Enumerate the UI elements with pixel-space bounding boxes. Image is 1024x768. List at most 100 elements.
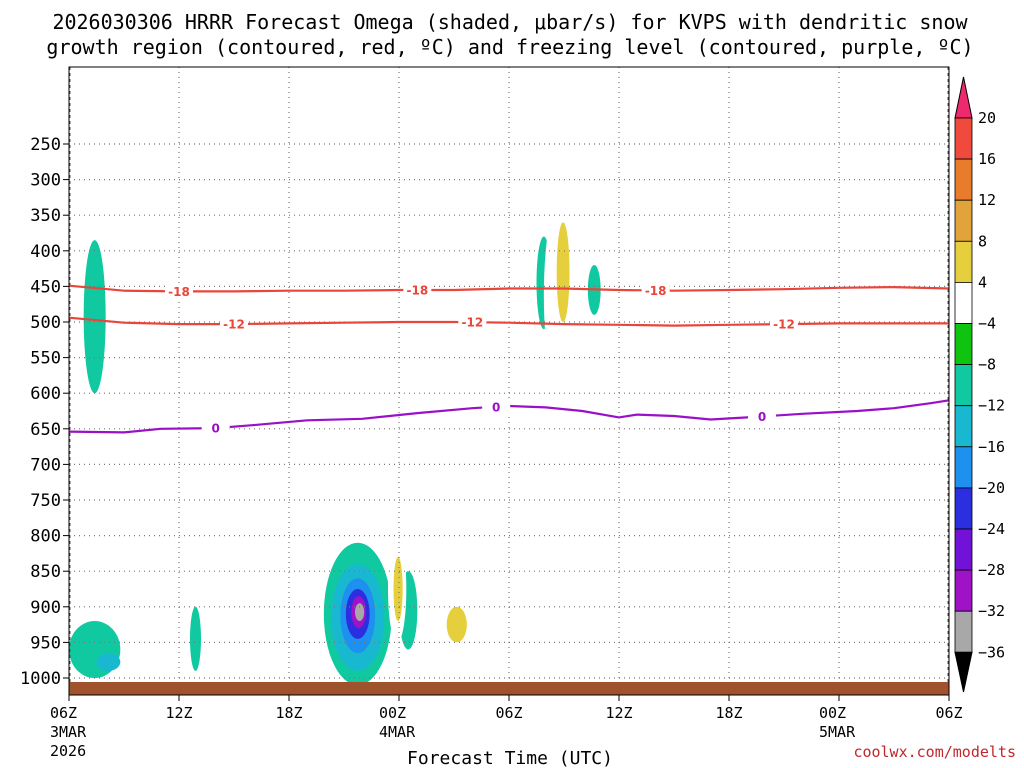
contour-label-freezing-level-0: 0 bbox=[211, 422, 219, 436]
x-tick-label-h48: 06Z bbox=[935, 704, 962, 722]
y-axis: 250 300 350 400 450 500 550 600 650 700 750 800 850 9… bbox=[20, 135, 69, 689]
colorbar-band-11 bbox=[954, 569, 973, 612]
contour-label-dgz-minus12-0: -12 bbox=[223, 318, 245, 332]
colorbar-label-0: 20 bbox=[978, 109, 996, 127]
y-tick-label-850: 850 bbox=[30, 562, 61, 582]
colorbar-label-12: −32 bbox=[978, 602, 1005, 620]
credit-text: coolwx.com/modelts bbox=[853, 743, 1016, 761]
colorbar-label-13: −36 bbox=[978, 643, 1005, 661]
y-tick-label-800: 800 bbox=[30, 527, 61, 547]
colorbar-band-7 bbox=[954, 405, 973, 448]
colorbar: 20 16 12 8 4 −4 −8 −12 −16 −20 −24 −28 −32 −36 bbox=[954, 76, 1005, 693]
contour-label-bg bbox=[748, 409, 776, 424]
colorbar-label-3: 8 bbox=[978, 232, 987, 250]
colorbar-band-9 bbox=[954, 487, 973, 530]
x-tick-label-h18: 00Z bbox=[379, 704, 406, 722]
colorbar-bottom-arrow bbox=[954, 651, 973, 693]
omega-region-orange-03z bbox=[446, 606, 467, 643]
contour-dgz-minus18 bbox=[68, 284, 950, 293]
contour-label-dgz-minus18-1: -18 bbox=[406, 283, 428, 297]
x-tick-label-h36: 18Z bbox=[715, 704, 742, 722]
colorbar-band-12 bbox=[954, 610, 973, 653]
contour-label-bg bbox=[458, 315, 487, 330]
contour-label-dgz-minus18-2: -18 bbox=[645, 284, 667, 298]
colorbar-label-6: −8 bbox=[978, 356, 996, 374]
colorbar-label-11: −28 bbox=[978, 561, 1005, 579]
colorbar-band-5 bbox=[954, 323, 973, 365]
colorbar-label-7: −12 bbox=[978, 397, 1005, 415]
colorbar-band-4 bbox=[954, 281, 973, 324]
x-axis-title: Forecast Time (UTC) bbox=[407, 748, 613, 768]
y-tick-label-900: 900 bbox=[30, 598, 61, 618]
omega-region-teal-lower-left bbox=[96, 653, 121, 671]
y-tick-label-700: 700 bbox=[30, 455, 61, 475]
contour-label-bg bbox=[482, 399, 511, 414]
y-tick-label-300: 300 bbox=[30, 171, 61, 191]
omega-region-green-12z bbox=[190, 606, 201, 671]
x-date-label-h42: 5MAR bbox=[819, 723, 856, 741]
contour-freezing-level bbox=[68, 399, 950, 434]
y-tick-label-550: 550 bbox=[30, 349, 61, 369]
chart-title-line2: growth region (contoured, red, ºC) and f… bbox=[46, 35, 973, 59]
colorbar-band-2 bbox=[954, 199, 973, 242]
ground-bar bbox=[69, 682, 949, 695]
colorbar-label-10: −24 bbox=[978, 520, 1005, 538]
contour-label-bg bbox=[770, 317, 798, 332]
x-tick-label-h0: 06Z bbox=[50, 704, 77, 722]
omega-region-yellow-upper-03z bbox=[443, 186, 449, 230]
contour-label-bg bbox=[220, 317, 248, 332]
contour-label-dgz-minus18-0: -18 bbox=[168, 285, 190, 299]
omega-region-yellow-plume bbox=[543, 176, 598, 415]
x-year-label: 2026 bbox=[50, 742, 86, 760]
y-tick-label-1000: 1000 bbox=[20, 669, 61, 689]
colorbar-band-3 bbox=[954, 240, 973, 283]
omega-region-orange-near-00z bbox=[393, 556, 403, 622]
colorbar-label-5: −4 bbox=[978, 315, 996, 333]
omega-region-yellow-20z bbox=[773, 528, 803, 586]
y-tick-label-600: 600 bbox=[30, 384, 61, 404]
omega-region-yellow-small-upper-00z bbox=[393, 503, 399, 529]
colorbar-label-8: −16 bbox=[978, 438, 1005, 456]
chart-title-line1: 2026030306 HRRR Forecast Omega (shaded, … bbox=[52, 10, 968, 34]
x-tick-label-h42: 00Z bbox=[819, 704, 846, 722]
y-tick-label-950: 950 bbox=[30, 633, 61, 653]
omega-region-green-left-tall bbox=[83, 240, 106, 394]
colorbar-top-arrow bbox=[954, 76, 973, 119]
contour-label-bg bbox=[403, 282, 432, 297]
omega-region-gray-big bbox=[355, 603, 365, 622]
x-date-label-h0: 3MAR bbox=[50, 723, 87, 741]
x-tick-label-h6: 12Z bbox=[165, 704, 192, 722]
y-tick-label-250: 250 bbox=[30, 135, 61, 155]
omega-shading bbox=[69, 176, 803, 686]
contour-label-dgz-minus12-1: -12 bbox=[461, 316, 483, 330]
y-tick-label-400: 400 bbox=[30, 242, 61, 262]
plot-frame bbox=[68, 66, 950, 696]
colorbar-band-0 bbox=[954, 117, 973, 160]
y-tick-label-350: 350 bbox=[30, 206, 61, 226]
contour-label-dgz-minus12-2: -12 bbox=[773, 318, 795, 332]
colorbar-label-1: 16 bbox=[978, 150, 996, 168]
contour-dgz-minus12 bbox=[68, 316, 949, 327]
omega-region-orange-plume bbox=[556, 222, 570, 322]
grid bbox=[69, 67, 949, 695]
contour-label-freezing-level-1: 0 bbox=[492, 400, 500, 414]
y-tick-label-450: 450 bbox=[30, 277, 61, 297]
colorbar-band-1 bbox=[954, 158, 973, 201]
y-tick-label-750: 750 bbox=[30, 491, 61, 511]
x-tick-label-h12: 18Z bbox=[275, 704, 302, 722]
colorbar-label-2: 12 bbox=[978, 191, 996, 209]
omega-region-yellow-07z-low bbox=[536, 450, 550, 508]
contour-label-bg bbox=[641, 283, 670, 298]
x-tick-label-h24: 06Z bbox=[495, 704, 522, 722]
x-tick-label-h30: 12Z bbox=[605, 704, 632, 722]
colorbar-label-4: 4 bbox=[978, 273, 987, 291]
y-tick-label-650: 650 bbox=[30, 420, 61, 440]
contour-label-freezing-level-2: 0 bbox=[758, 410, 766, 424]
colorbar-label-9: −20 bbox=[978, 479, 1005, 497]
colorbar-band-6 bbox=[954, 364, 973, 407]
contours: -18 -18 -18 -12 -12 -12 0 0 0 bbox=[68, 282, 950, 436]
contour-label-bg bbox=[201, 421, 230, 436]
x-date-label-h18: 4MAR bbox=[379, 723, 416, 741]
